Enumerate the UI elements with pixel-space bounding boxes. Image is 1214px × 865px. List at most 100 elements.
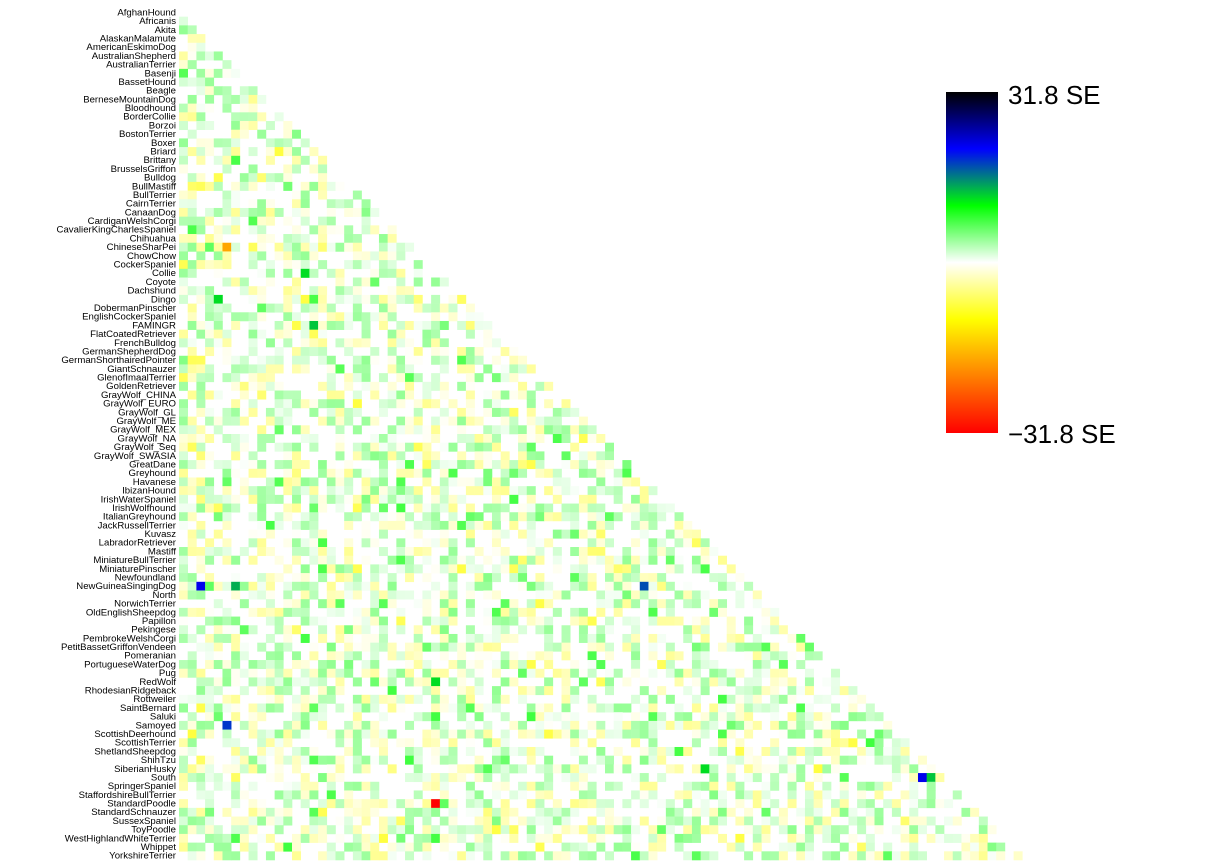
heatmap-cell (405, 355, 415, 365)
heatmap-cell (344, 312, 354, 322)
heatmap-cell (422, 660, 432, 670)
heatmap-cell (222, 477, 232, 487)
heatmap-cell (448, 660, 458, 670)
heatmap-cell (622, 755, 632, 765)
heatmap-cell (848, 686, 858, 696)
heatmap-cell (883, 755, 893, 765)
heatmap-cell (352, 407, 362, 417)
heatmap-cell (735, 755, 745, 765)
heatmap-cell (465, 851, 475, 861)
heatmap-cell (405, 320, 415, 330)
heatmap-cell (491, 494, 501, 504)
heatmap-cell (361, 755, 371, 765)
row-label: CavalierKingCharlesSpaniel (57, 225, 176, 236)
color-scale-legend: 31.8 SE −31.8 SE (946, 80, 1116, 449)
heatmap-cell (274, 477, 284, 487)
heatmap-cell (239, 833, 249, 843)
heatmap-cell (474, 564, 484, 574)
heatmap-cell (865, 842, 875, 852)
heatmap-cell (544, 538, 554, 548)
heatmap-cell (205, 607, 215, 617)
heatmap-cell (648, 573, 658, 583)
heatmap-cell (361, 451, 371, 461)
heatmap-cell (431, 355, 441, 365)
heatmap-cell (239, 755, 249, 765)
heatmap-cell (500, 677, 510, 687)
heatmap-cell (970, 833, 980, 843)
heatmap-cell (344, 416, 354, 426)
heatmap-cell (831, 729, 841, 739)
heatmap-cell (474, 703, 484, 713)
heatmap-cell (535, 512, 545, 522)
heatmap-cell (231, 312, 241, 322)
heatmap-cell (535, 651, 545, 661)
heatmap-cell (578, 616, 588, 626)
heatmap-cell (213, 390, 223, 400)
heatmap-cell (674, 790, 684, 800)
heatmap-cell (709, 677, 719, 687)
heatmap-cell (222, 338, 232, 348)
heatmap-cell (378, 434, 388, 443)
heatmap-cell (474, 668, 484, 678)
heatmap-cell (622, 616, 632, 626)
heatmap-cell (761, 790, 771, 800)
heatmap-cell (335, 494, 345, 504)
heatmap-cell (213, 616, 223, 626)
heatmap-cell (265, 651, 275, 661)
heatmap-cell (396, 477, 406, 487)
heatmap-cell (265, 260, 275, 270)
heatmap-cell (709, 851, 719, 861)
heatmap-cell (796, 842, 806, 852)
heatmap-cell (465, 486, 475, 496)
heatmap-cell (283, 729, 293, 739)
heatmap-cell (648, 781, 658, 791)
heatmap-cell (465, 825, 475, 835)
heatmap-cell (292, 494, 302, 504)
heatmap-cell (535, 460, 545, 470)
row-label: StandardSchnauzer (91, 807, 177, 818)
heatmap-cell (326, 668, 336, 678)
heatmap-cell (300, 729, 310, 739)
row-label: GermanShepherdDog (82, 346, 176, 357)
heatmap-cell (248, 207, 258, 217)
heatmap-cell (500, 773, 510, 783)
heatmap-cell (231, 773, 241, 783)
row-label: Collie (152, 268, 176, 279)
heatmap-cell (292, 364, 302, 374)
heatmap-cell (187, 573, 197, 583)
heatmap-cell (196, 121, 206, 131)
heatmap-cell (196, 529, 206, 539)
heatmap-cell (465, 746, 475, 756)
heatmap-cell (387, 425, 397, 435)
heatmap-cell (326, 390, 336, 400)
heatmap-cell (735, 842, 745, 852)
heatmap-cell (283, 668, 293, 678)
heatmap-cell (187, 434, 197, 443)
heatmap-cell (431, 320, 441, 330)
heatmap-cell (483, 816, 493, 826)
heatmap-cell (526, 781, 536, 791)
heatmap-cell (474, 764, 484, 774)
heatmap-cell (483, 425, 493, 435)
heatmap-cell (474, 373, 484, 383)
heatmap-cell (344, 729, 354, 739)
heatmap-cell (578, 451, 588, 461)
heatmap-cell (674, 842, 684, 852)
heatmap-cell (726, 720, 736, 730)
heatmap-cell (622, 642, 632, 652)
heatmap-cell (196, 564, 206, 574)
heatmap-cell (570, 668, 580, 678)
heatmap-cell (822, 816, 832, 826)
heatmap-cell (292, 607, 302, 617)
heatmap-cell (213, 503, 223, 513)
heatmap-cell (196, 68, 206, 78)
heatmap-cell (187, 773, 197, 783)
heatmap-cell (378, 468, 388, 478)
heatmap-cell (265, 303, 275, 313)
heatmap-cell (465, 538, 475, 548)
heatmap-cell (804, 799, 814, 809)
heatmap-cell (257, 547, 267, 557)
heatmap-cell (657, 686, 667, 696)
heatmap-cell (483, 773, 493, 783)
heatmap-cell (491, 477, 501, 487)
